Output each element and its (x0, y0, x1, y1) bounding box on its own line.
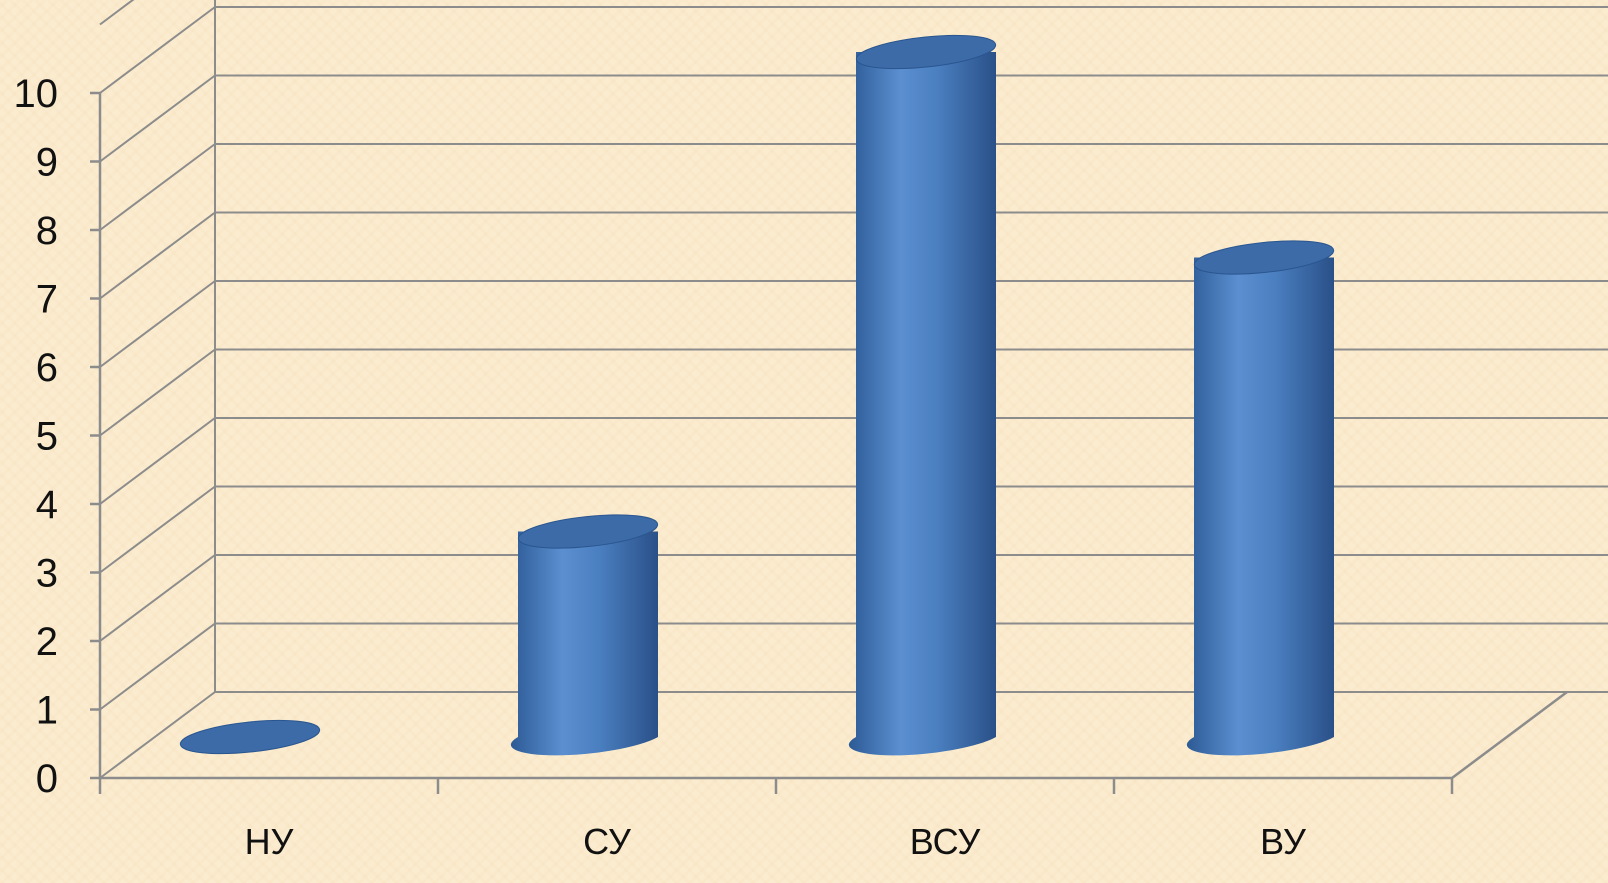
gridline-side (99, 280, 216, 368)
gridline-side (99, 485, 216, 574)
gridline-side (99, 143, 216, 231)
bar-body (510, 531, 658, 756)
gridline-side (99, 0, 135, 26)
gridline-side (99, 691, 216, 779)
chart-walls (99, 0, 1608, 780)
y-tick-label: 4 (36, 483, 58, 527)
x-axis: НУ СУ ВСУ ВУ (98, 778, 1454, 862)
gridline-side (99, 211, 216, 300)
x-tick-label: ВУ (1260, 821, 1307, 862)
x-tick-label: СУ (583, 821, 632, 862)
bar-ВУ (1186, 240, 1335, 756)
y-tick-label: 8 (36, 209, 58, 253)
gridline-side (99, 6, 216, 94)
gridline-side (99, 554, 216, 642)
x-tick-label: ВСУ (910, 821, 982, 862)
bar-НУ (179, 719, 321, 755)
floor-right-edge (1451, 690, 1568, 780)
gridline-side (99, 417, 216, 505)
bar-СУ (510, 514, 659, 756)
bar-top (517, 514, 659, 549)
y-tick-label: 6 (36, 346, 58, 390)
bar-series (179, 34, 1335, 756)
y-tick-label: 1 (36, 689, 58, 733)
x-tick-label: НУ (245, 821, 295, 862)
bar-body (1186, 257, 1334, 756)
y-tick-label: 7 (36, 278, 58, 322)
y-tick-label: 5 (36, 415, 58, 459)
y-tick-label: 2 (36, 620, 58, 664)
gridline-side (99, 348, 216, 437)
bar-top (1193, 240, 1335, 275)
bar-top (855, 34, 997, 70)
bar-ВСУ (848, 34, 997, 756)
y-tick-label: 3 (36, 552, 58, 596)
y-tick-label: 10 (14, 72, 59, 116)
y-tick-label: 0 (36, 757, 58, 801)
bar-body (848, 52, 996, 756)
y-axis: 0 1 2 3 4 5 6 7 8 9 10 (14, 72, 102, 801)
gridline-side (99, 622, 216, 711)
gridline-side (99, 74, 216, 163)
y-tick-label: 9 (36, 141, 58, 185)
bar-top (179, 719, 321, 755)
